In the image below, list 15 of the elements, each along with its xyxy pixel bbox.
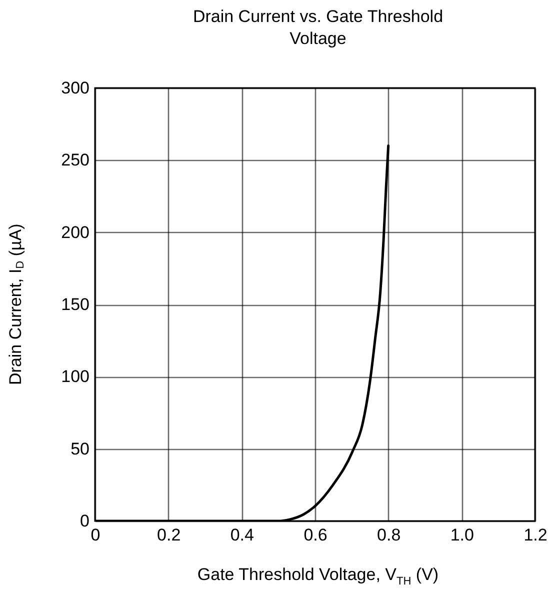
x-tick-label: 0.4 <box>230 526 254 544</box>
y-tick-label: 200 <box>61 222 90 242</box>
x-tick-label: 0.6 <box>304 526 328 544</box>
y-tick-label: 0 <box>80 512 90 530</box>
x-axis-title: Gate Threshold Voltage, V$_{TH}$ (V) <box>196 565 440 588</box>
x-tick-label: 1.0 <box>450 526 474 544</box>
x-tick-label: 0.8 <box>377 526 401 544</box>
x-tick-label: 0.2 <box>157 526 181 544</box>
y-tick-label: 250 <box>61 150 90 170</box>
x-tick-label: 1.2 <box>524 526 548 544</box>
y-tick-label: 150 <box>61 295 90 314</box>
y-tick-label: 50 <box>70 439 90 458</box>
chart-title: Drain Current vs. Gate Threshold Voltage <box>192 6 444 50</box>
y-tick-label: 300 <box>61 78 90 98</box>
y-tick-label: 100 <box>61 367 90 386</box>
